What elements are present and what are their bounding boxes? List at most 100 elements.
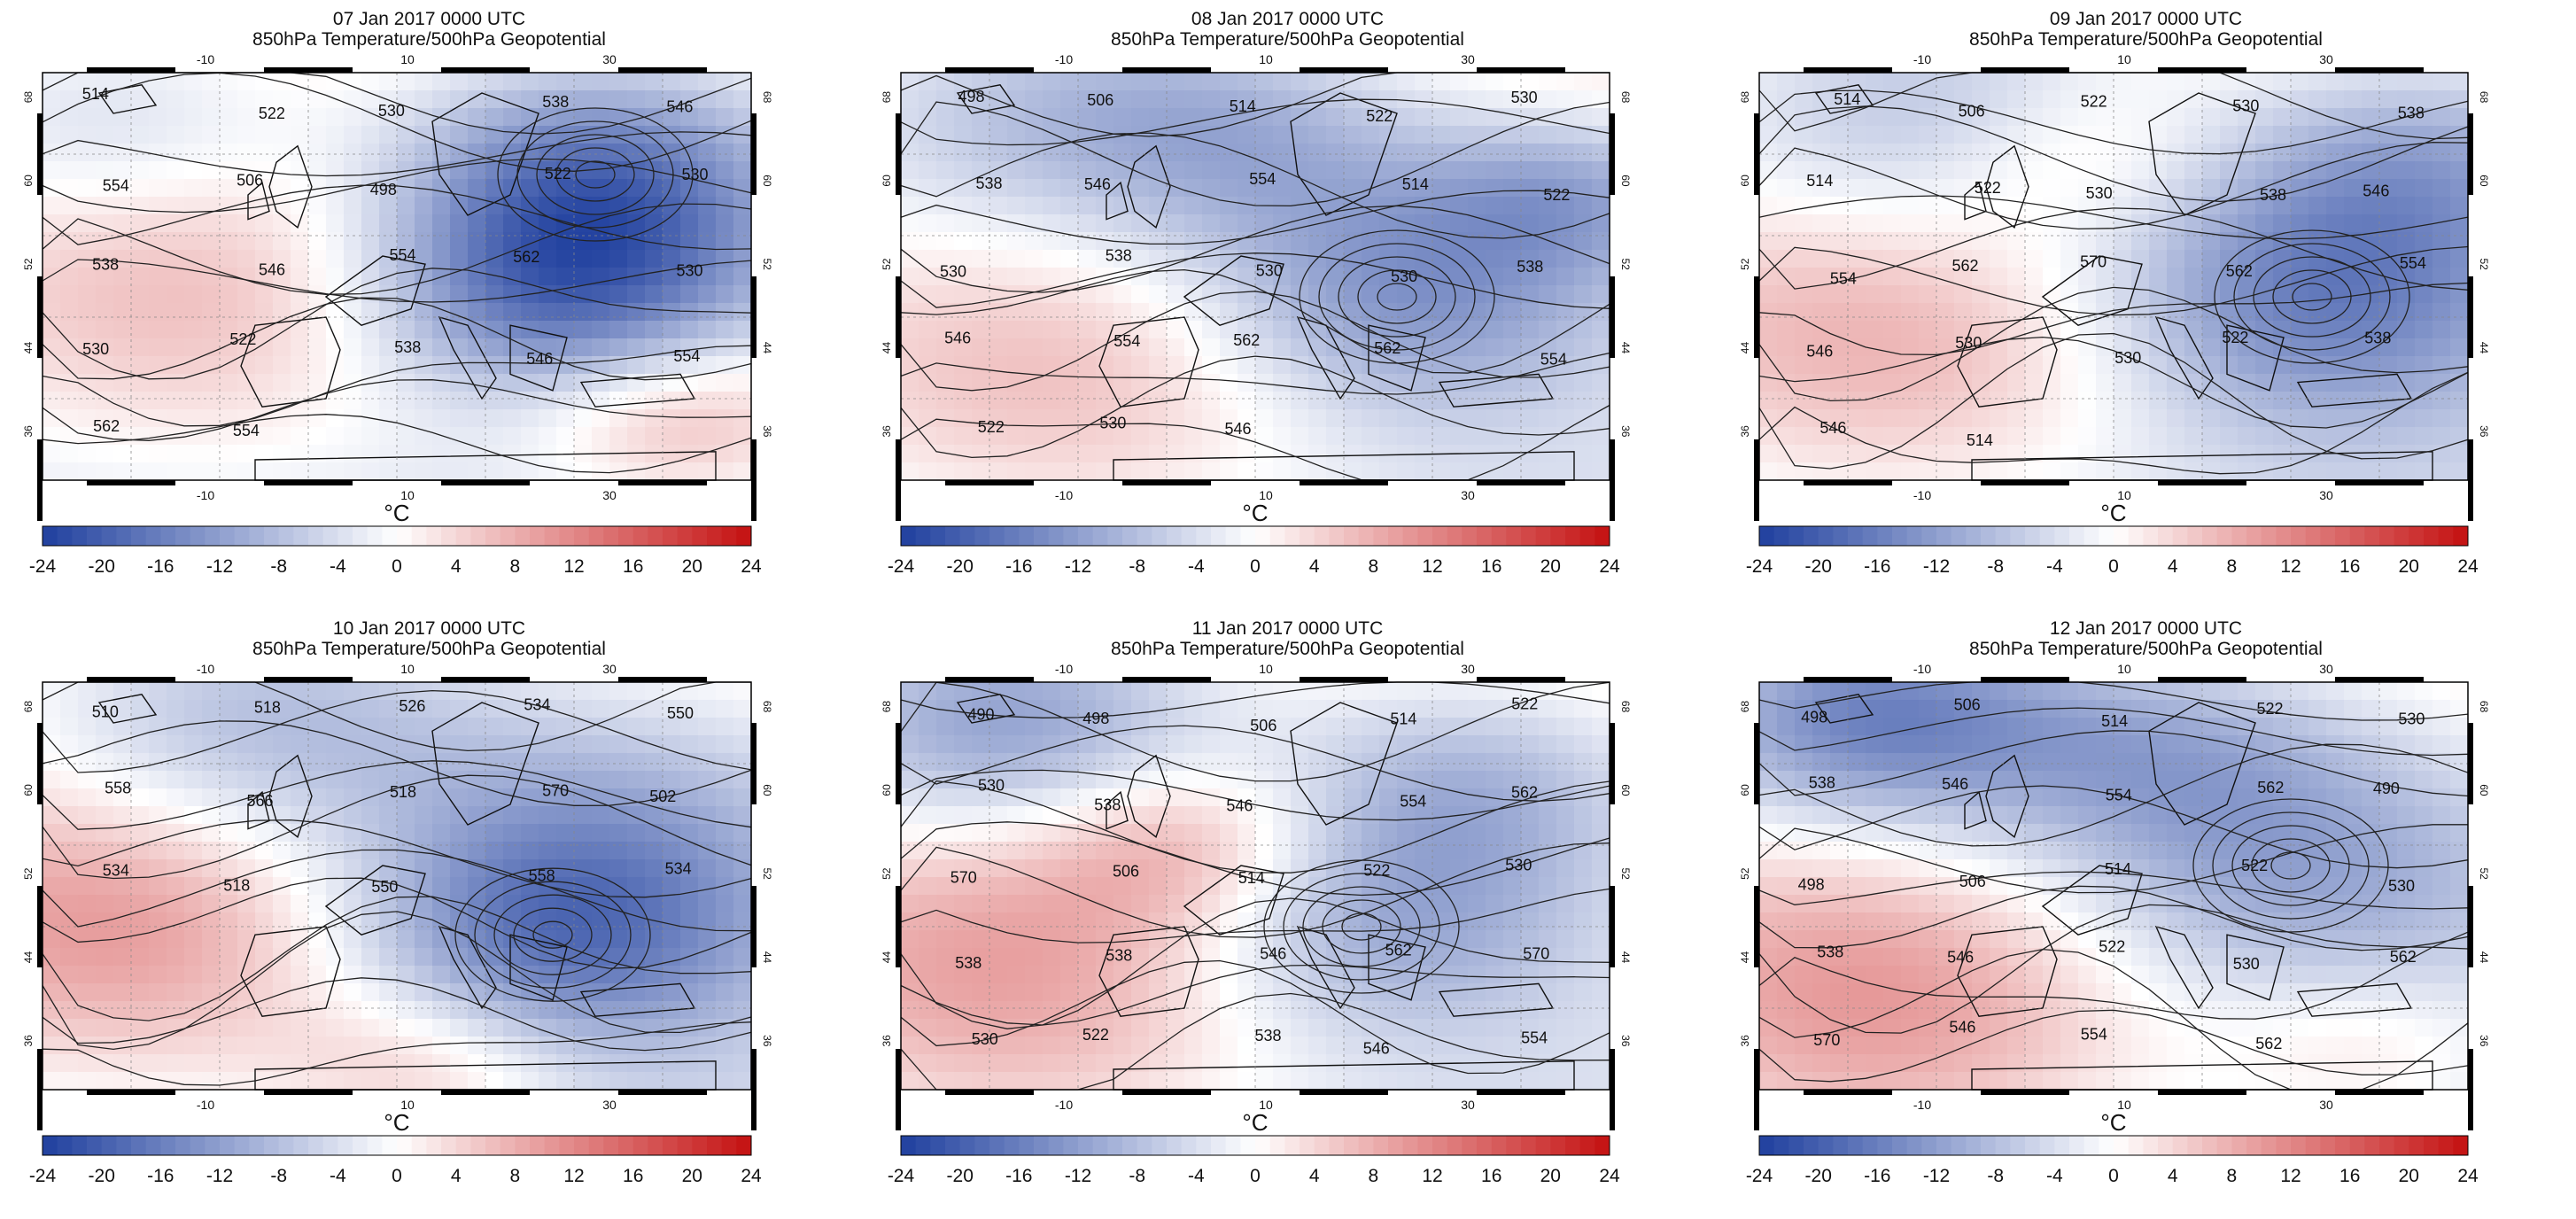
longitude-tick-label: 30 [2319, 488, 2333, 502]
colorbar-tick-label: 8 [1368, 1166, 1378, 1186]
colorbar-tick-label: -8 [1987, 556, 2004, 577]
low-pressure-contour [497, 107, 694, 242]
contour-label: 522 [978, 418, 1005, 436]
graticule [901, 73, 1610, 480]
contour-label: 538 [976, 175, 1003, 192]
colorbar-tick-label: 20 [682, 1166, 702, 1186]
map-border-bars [37, 67, 757, 521]
colorbar: -24 -20 -16 -12 -8 -4 0 4 8 12 16 20 24 [888, 1135, 1620, 1186]
longitude-tick-label: 10 [1259, 662, 1273, 676]
contour-label: 554 [390, 246, 416, 264]
colorbar-tick-label: 0 [1250, 1166, 1261, 1186]
contour-label: 538 [955, 954, 982, 972]
contour-label: 514 [1402, 175, 1429, 193]
contour-labels: 498 506 514 522 530 538 546 554 562 490 498 506 514 5… [1798, 696, 2425, 1053]
latitude-tick-label: 60 [761, 784, 773, 796]
geopotential-contours [1758, 72, 2469, 475]
colorbar-tick-label: -12 [1923, 1166, 1950, 1186]
contour-label: 546 [1949, 1019, 1975, 1037]
geopotential-contours [42, 72, 752, 474]
map-figure: 514 506 522 530 538 514 522 530 538 546 554 562 570 5… [1739, 52, 2490, 577]
latitude-tick-label: 52 [881, 867, 893, 880]
contour-label: 562 [1385, 942, 1412, 959]
contour-label: 538 [1094, 796, 1121, 813]
colorbar-tick-label: -24 [888, 1166, 915, 1186]
longitude-tick-label: -10 [1913, 488, 1931, 502]
low-pressure-contour [2292, 283, 2332, 311]
longitude-tick-label: 30 [1461, 52, 1475, 66]
colorbar-unit-label: °C [2100, 1109, 2126, 1136]
contour-label: 530 [677, 261, 703, 279]
colorbar-tick-label: -24 [1746, 556, 1773, 577]
geopotential-contours [900, 72, 1610, 481]
longitude-tick-label: -10 [1055, 1098, 1073, 1112]
contour-labels: 510 518 526 534 550 558 566 518 570 502 534 518 550 5… [92, 696, 694, 896]
contour-label: 554 [1113, 332, 1140, 350]
contour-label: 506 [1250, 717, 1276, 734]
contour-label: 562 [2390, 948, 2417, 966]
contour-label: 522 [1543, 186, 1570, 204]
colorbar-tick-label: 20 [682, 556, 702, 577]
contour-label: 530 [2114, 349, 2141, 367]
contour-label: 530 [1099, 415, 1126, 432]
colorbar-tick-label: -8 [1987, 1166, 2004, 1186]
contour-label: 538 [1517, 258, 1543, 276]
latitude-tick-label: 52 [22, 867, 35, 880]
contour-label: 514 [1230, 97, 1256, 115]
contour-label: 554 [2400, 254, 2426, 272]
contour-label: 546 [1363, 1040, 1390, 1058]
colorbar-tick-label: 4 [451, 1166, 462, 1186]
latitude-tick-label: 60 [22, 784, 35, 796]
contour-label: 506 [1113, 863, 1139, 881]
colorbar-tick-label: -20 [947, 556, 974, 577]
map-border-bars [1754, 677, 2473, 1130]
contour-label: 546 [1947, 949, 1974, 967]
contour-label: 522 [1363, 862, 1390, 880]
latitude-tick-label: 36 [2478, 425, 2490, 438]
latitude-tick-label: 68 [761, 91, 773, 104]
latitude-tick-label: 52 [1739, 867, 1751, 880]
longitude-tick-label: 10 [400, 662, 415, 676]
colorbar-tick-label: 4 [1309, 556, 1320, 577]
colorbar-tick-label: -24 [888, 556, 915, 577]
contour-label: 530 [1391, 268, 1417, 285]
low-pressure-contour [493, 894, 612, 975]
contour-label: 546 [1084, 175, 1111, 193]
contour-label: 522 [2081, 92, 2107, 110]
colorbar-tick-label: 4 [451, 556, 462, 577]
colorbar-tick-label: 20 [2399, 1166, 2419, 1186]
contour-label: 522 [259, 105, 285, 122]
latitude-tick-label: 52 [1739, 258, 1751, 270]
contour-label: 522 [1082, 1026, 1109, 1044]
contour-label: 538 [1255, 1027, 1282, 1044]
longitude-tick-label: 10 [400, 1098, 415, 1112]
longitude-tick-label: 30 [1461, 488, 1475, 502]
contour-labels: 514 506 522 530 538 514 522 530 538 546 554 562 570 5… [1806, 90, 2426, 449]
contour-labels: 498 506 514 522 530 538 546 554 514 522 530 538 530 5… [940, 88, 1570, 438]
colorbar-tick-label: -4 [2046, 1166, 2063, 1186]
low-pressure-contour [2251, 838, 2331, 893]
contour-label: 522 [1366, 107, 1393, 125]
geopotential-contours [42, 681, 752, 1086]
contour-label: 522 [545, 165, 571, 182]
longitude-tick-label: -10 [197, 662, 214, 676]
contour-label: 518 [223, 877, 250, 895]
colorbar: -24 -20 -16 -12 -8 -4 0 4 8 12 16 20 24 [888, 525, 1620, 577]
contour-labels: 514 522 530 538 546 554 506 498 522 530 538 546 554 5… [82, 85, 709, 439]
low-pressure-contour [1338, 256, 1456, 338]
panel-date-title: 10 Jan 2017 0000 UTC [332, 618, 526, 639]
latitude-tick-label: 36 [22, 425, 35, 438]
latitude-tick-label: 52 [1619, 259, 1632, 271]
colorbar-tick-label: 8 [2226, 1166, 2237, 1186]
coastlines [97, 694, 717, 1091]
low-pressure-contour [1299, 229, 1495, 364]
contour-label: 514 [1390, 710, 1416, 728]
contour-label: 550 [667, 704, 694, 722]
latitude-tick-label: 36 [881, 425, 893, 438]
map-panel: 08 Jan 2017 0000 UTC 850hPa Temperature/5… [858, 0, 1717, 610]
colorbar-tick-label: 8 [509, 556, 520, 577]
longitude-tick-label: 30 [1461, 662, 1475, 676]
map-figure: 498 506 514 522 530 538 546 554 514 522 530 538 530 5… [881, 52, 1632, 577]
low-pressure-contour [1341, 912, 1382, 941]
contour-label: 534 [524, 696, 550, 714]
